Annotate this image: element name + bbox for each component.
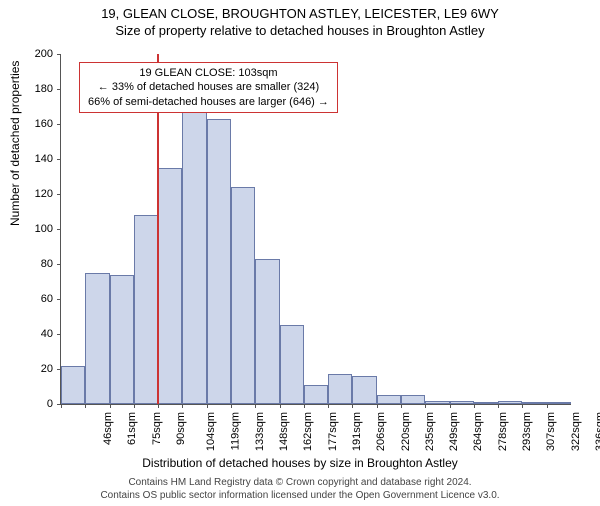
xtick-label: 235sqm <box>424 412 436 451</box>
xtick-mark <box>377 404 378 408</box>
ytick-label: 160 <box>23 118 53 130</box>
x-axis-label: Distribution of detached houses by size … <box>0 456 600 470</box>
ytick-mark <box>57 194 61 195</box>
histogram-bar <box>498 401 522 405</box>
xtick-label: 220sqm <box>400 412 412 451</box>
title-sub: Size of property relative to detached ho… <box>0 23 600 38</box>
histogram-bar <box>182 110 206 404</box>
histogram-bar <box>474 402 498 404</box>
xtick-mark <box>85 404 86 408</box>
histogram-bar <box>158 168 182 404</box>
xtick-label: 293sqm <box>521 412 533 451</box>
xtick-label: 206sqm <box>375 412 387 451</box>
xtick-mark <box>182 404 183 408</box>
ytick-mark <box>57 334 61 335</box>
xtick-label: 61sqm <box>126 412 138 445</box>
ytick-mark <box>57 124 61 125</box>
xtick-mark <box>231 404 232 408</box>
xtick-mark <box>522 404 523 408</box>
ytick-mark <box>57 54 61 55</box>
ytick-label: 0 <box>23 398 53 410</box>
footer-line2: Contains OS public sector information li… <box>0 489 600 502</box>
xtick-label: 162sqm <box>303 412 315 451</box>
chart-container: 19, GLEAN CLOSE, BROUGHTON ASTLEY, LEICE… <box>0 6 600 506</box>
xtick-mark <box>450 404 451 408</box>
y-axis-label: Number of detached properties <box>8 61 22 226</box>
histogram-bar <box>134 215 158 404</box>
histogram-bar <box>85 273 109 404</box>
ytick-label: 60 <box>23 293 53 305</box>
ytick-label: 140 <box>23 153 53 165</box>
ytick-label: 200 <box>23 48 53 60</box>
ytick-label: 120 <box>23 188 53 200</box>
ytick-mark <box>57 299 61 300</box>
histogram-bar <box>304 385 328 404</box>
ytick-mark <box>57 264 61 265</box>
ytick-mark <box>57 159 61 160</box>
ytick-label: 80 <box>23 258 53 270</box>
xtick-label: 148sqm <box>278 412 290 451</box>
xtick-mark <box>304 404 305 408</box>
histogram-bar <box>522 402 546 404</box>
xtick-mark <box>547 404 548 408</box>
xtick-mark <box>207 404 208 408</box>
xtick-mark <box>255 404 256 408</box>
xtick-label: 46sqm <box>102 412 114 445</box>
histogram-bar <box>377 395 401 404</box>
xtick-mark <box>134 404 135 408</box>
xtick-label: 336sqm <box>594 412 600 451</box>
xtick-label: 119sqm <box>229 412 241 450</box>
xtick-label: 191sqm <box>351 412 363 451</box>
xtick-mark <box>61 404 62 408</box>
histogram-bar <box>110 275 134 405</box>
annotation-line: 19 GLEAN CLOSE: 103sqm <box>88 66 329 80</box>
ytick-label: 20 <box>23 363 53 375</box>
histogram-bar <box>547 402 571 404</box>
histogram-bar <box>280 325 304 404</box>
xtick-mark <box>328 404 329 408</box>
title-main: 19, GLEAN CLOSE, BROUGHTON ASTLEY, LEICE… <box>0 6 600 21</box>
plot-region: 02040608010012014016018020046sqm61sqm75s… <box>60 54 571 405</box>
xtick-label: 177sqm <box>327 412 339 451</box>
histogram-bar <box>61 366 85 405</box>
xtick-label: 75sqm <box>151 412 163 445</box>
xtick-label: 90sqm <box>175 412 187 445</box>
xtick-mark <box>474 404 475 408</box>
ytick-mark <box>57 229 61 230</box>
xtick-mark <box>110 404 111 408</box>
histogram-bar <box>450 401 474 405</box>
xtick-mark <box>401 404 402 408</box>
histogram-bar <box>255 259 279 404</box>
xtick-mark <box>158 404 159 408</box>
xtick-label: 278sqm <box>497 412 509 451</box>
ytick-label: 40 <box>23 328 53 340</box>
annotation-line: ← 33% of detached houses are smaller (32… <box>88 80 329 94</box>
xtick-mark <box>352 404 353 408</box>
xtick-label: 264sqm <box>473 412 485 451</box>
chart-area: 02040608010012014016018020046sqm61sqm75s… <box>60 54 570 404</box>
xtick-mark <box>425 404 426 408</box>
xtick-label: 249sqm <box>448 412 460 451</box>
xtick-label: 133sqm <box>254 412 266 451</box>
histogram-bar <box>231 187 255 404</box>
xtick-label: 322sqm <box>570 412 582 451</box>
histogram-bar <box>401 395 425 404</box>
ytick-label: 180 <box>23 83 53 95</box>
annotation-box: 19 GLEAN CLOSE: 103sqm← 33% of detached … <box>79 62 338 113</box>
xtick-mark <box>280 404 281 408</box>
xtick-mark <box>498 404 499 408</box>
footer-attribution: Contains HM Land Registry data © Crown c… <box>0 476 600 502</box>
histogram-bar <box>425 401 449 405</box>
histogram-bar <box>328 374 352 404</box>
ytick-mark <box>57 89 61 90</box>
histogram-bar <box>207 119 231 404</box>
ytick-label: 100 <box>23 223 53 235</box>
xtick-label: 104sqm <box>205 412 217 451</box>
footer-line1: Contains HM Land Registry data © Crown c… <box>0 476 600 489</box>
xtick-label: 307sqm <box>545 412 557 451</box>
annotation-line: 66% of semi-detached houses are larger (… <box>88 95 329 109</box>
histogram-bar <box>352 376 376 404</box>
